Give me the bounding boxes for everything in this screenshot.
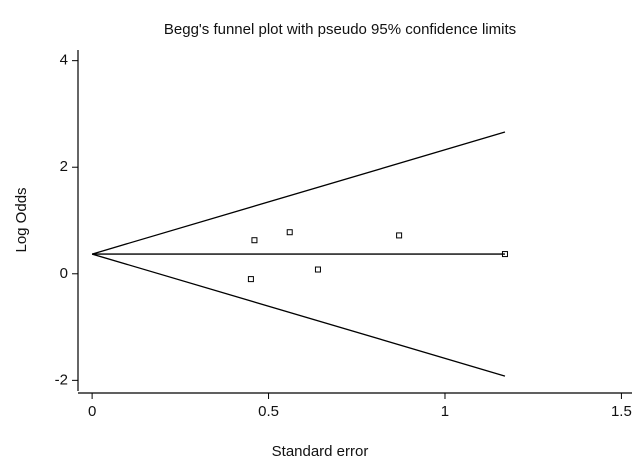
y-tick-label: -2 [55, 371, 68, 388]
study-point [251, 237, 258, 244]
y-tick-label: 2 [60, 158, 68, 175]
y-axis-label: Log Odds [13, 187, 30, 252]
x-tick-label: 1 [441, 403, 449, 420]
study-point [247, 276, 254, 283]
study-point [396, 232, 403, 239]
y-tick-label: 0 [60, 265, 68, 282]
x-axis-label: Standard error [272, 443, 369, 460]
study-point [286, 229, 293, 236]
x-tick-label: 1.5 [611, 403, 632, 420]
chart-title: Begg's funnel plot with pseudo 95% confi… [164, 21, 516, 38]
study-point [314, 266, 321, 273]
x-tick-label: 0 [88, 403, 96, 420]
funnel-line [91, 253, 506, 377]
x-tick-label: 0.5 [258, 403, 279, 420]
y-tick-label: 4 [60, 52, 68, 69]
funnel-line [91, 131, 506, 255]
